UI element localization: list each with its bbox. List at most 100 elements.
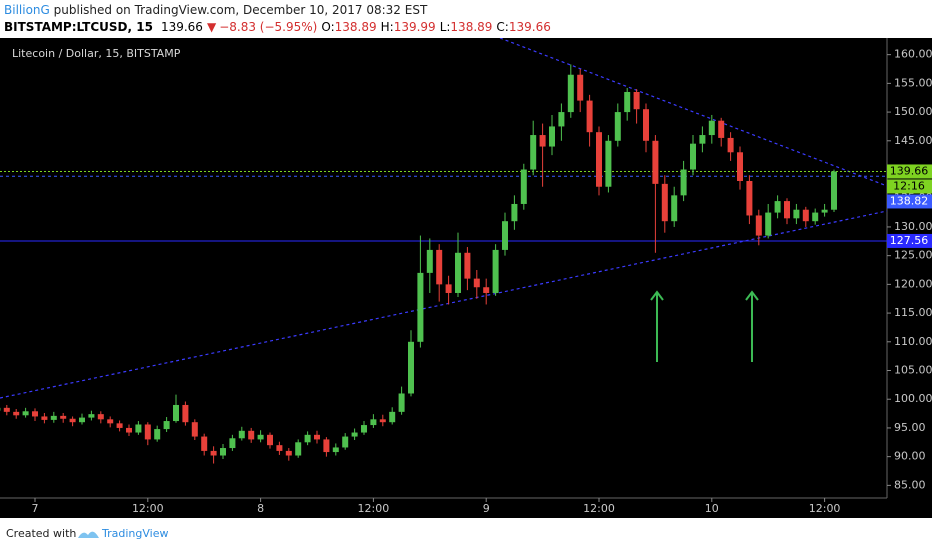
candle-body	[727, 137, 734, 153]
candle-body	[718, 120, 725, 138]
candle-body	[417, 272, 424, 342]
y-tick-label: 155.00	[894, 76, 932, 89]
candle-body	[248, 430, 255, 440]
change: −8.83 (−5.95%)	[219, 20, 317, 34]
x-tick-label: 10	[705, 502, 719, 515]
candle-body	[97, 414, 104, 420]
candle-body	[558, 112, 565, 127]
candle-body	[285, 450, 292, 456]
candle-body	[408, 341, 414, 394]
candle-body	[483, 287, 490, 293]
candle-body	[520, 169, 527, 204]
candle-body	[182, 404, 189, 423]
candle-body	[32, 411, 38, 417]
candle-body	[755, 215, 762, 236]
x-tick-label: 12:00	[809, 502, 841, 515]
price-label-box	[887, 194, 932, 209]
candle-body	[173, 404, 179, 422]
candle-body	[304, 434, 311, 443]
open-label: O:	[321, 20, 334, 34]
candle-body	[586, 100, 593, 133]
y-tick-label: 115.00	[894, 306, 932, 319]
candle-body	[379, 419, 386, 423]
y-tick-label: 85.00	[894, 478, 926, 491]
candle-body	[257, 434, 264, 440]
candle-body	[511, 203, 518, 222]
candle-body	[79, 417, 85, 423]
candle-body	[661, 183, 668, 222]
candle-body	[191, 422, 198, 437]
candle-body	[530, 135, 537, 170]
high-value: 139.99	[394, 20, 436, 34]
candle-body	[436, 249, 443, 285]
candle-body	[41, 416, 48, 420]
y-tick-label: 160.00	[894, 48, 932, 61]
price-label: 139.66	[890, 164, 929, 177]
candle-body	[567, 74, 574, 113]
candle-body	[492, 249, 499, 293]
x-tick-label: 7	[32, 502, 39, 515]
y-tick-label: 95.00	[894, 421, 926, 434]
y-tick-label: 100.00	[894, 392, 932, 405]
candle-body	[549, 126, 555, 147]
author[interactable]: BillionG	[4, 3, 50, 17]
candle-body	[163, 421, 170, 430]
candle-body	[398, 393, 405, 412]
candle-body	[502, 221, 508, 250]
candle-body	[3, 407, 10, 412]
candle-body	[643, 109, 649, 141]
candle-body	[577, 74, 584, 101]
price-label: 127.56	[890, 234, 929, 247]
x-tick-label: 12:00	[358, 502, 390, 515]
footer-created: Created with	[6, 527, 76, 540]
candle-body	[13, 411, 20, 416]
x-tick-label: 9	[483, 502, 490, 515]
candle-body	[323, 439, 330, 453]
candle-body	[276, 445, 283, 451]
candle-body	[746, 180, 753, 216]
candle-body	[22, 411, 29, 416]
candle-body	[116, 423, 123, 428]
candle-body	[267, 434, 273, 446]
y-tick-label: 110.00	[894, 335, 932, 348]
candle-body	[802, 209, 809, 222]
trendline-lower	[0, 210, 887, 399]
candle-body	[671, 195, 678, 222]
candle-body	[473, 278, 480, 288]
plot	[0, 38, 887, 464]
y-tick-label: 105.00	[894, 364, 932, 377]
footer-brand[interactable]: TradingView	[101, 527, 168, 540]
low-label: L:	[440, 20, 451, 34]
candle-body	[107, 419, 114, 424]
candle-body	[126, 427, 132, 433]
tradingview-logo	[78, 531, 99, 538]
published: published on TradingView.com, December 1…	[50, 3, 428, 17]
candle-body	[50, 415, 57, 420]
candle-body	[596, 132, 602, 187]
candle-body	[154, 429, 161, 440]
candle-body	[633, 91, 640, 110]
price-label-box	[887, 233, 932, 248]
y-tick-label: 90.00	[894, 450, 926, 463]
candle-body	[690, 143, 696, 170]
candle-body	[680, 169, 687, 196]
candle-body	[314, 434, 320, 440]
close-value: 139.66	[509, 20, 551, 34]
candle-body	[821, 209, 828, 213]
y-tick-label: 120.00	[894, 277, 932, 290]
high-label: H:	[381, 20, 394, 34]
candle-body	[812, 212, 819, 222]
candle-body	[342, 436, 349, 448]
candle-body	[295, 442, 302, 456]
candle-body	[144, 424, 151, 440]
footer-bg	[0, 518, 932, 550]
x-tick-label: 12:00	[132, 502, 164, 515]
y-tick-label: 150.00	[894, 105, 932, 118]
candle-body	[210, 450, 217, 456]
candle-body	[229, 438, 236, 449]
y-tick-label: 130.00	[894, 220, 932, 233]
change-arrow: ▼	[207, 20, 217, 34]
candle-body	[351, 432, 358, 437]
